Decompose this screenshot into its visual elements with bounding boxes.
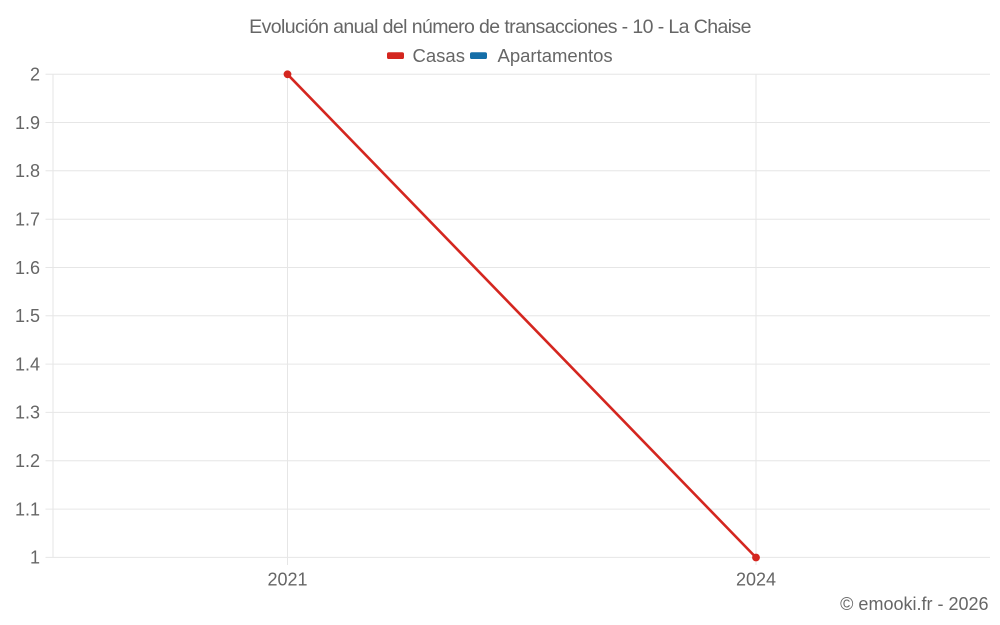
svg-text:Apartamentos: Apartamentos bbox=[498, 45, 613, 66]
svg-text:1.3: 1.3 bbox=[15, 403, 40, 423]
svg-text:1.4: 1.4 bbox=[15, 354, 40, 374]
svg-text:2024: 2024 bbox=[736, 570, 776, 590]
svg-text:1.5: 1.5 bbox=[15, 306, 40, 326]
svg-text:© emooki.fr - 2026: © emooki.fr - 2026 bbox=[840, 594, 988, 614]
svg-text:Evolución anual del número de: Evolución anual del número de transaccio… bbox=[249, 16, 751, 38]
svg-text:1.1: 1.1 bbox=[15, 499, 40, 519]
svg-text:1.2: 1.2 bbox=[15, 451, 40, 471]
svg-text:1.6: 1.6 bbox=[15, 258, 40, 278]
svg-text:1.7: 1.7 bbox=[15, 210, 40, 230]
svg-text:1: 1 bbox=[30, 548, 40, 568]
svg-text:2: 2 bbox=[30, 65, 40, 85]
svg-text:2021: 2021 bbox=[267, 570, 307, 590]
svg-text:1.8: 1.8 bbox=[15, 161, 40, 181]
svg-text:Casas: Casas bbox=[413, 45, 465, 66]
svg-text:1.9: 1.9 bbox=[15, 113, 40, 133]
